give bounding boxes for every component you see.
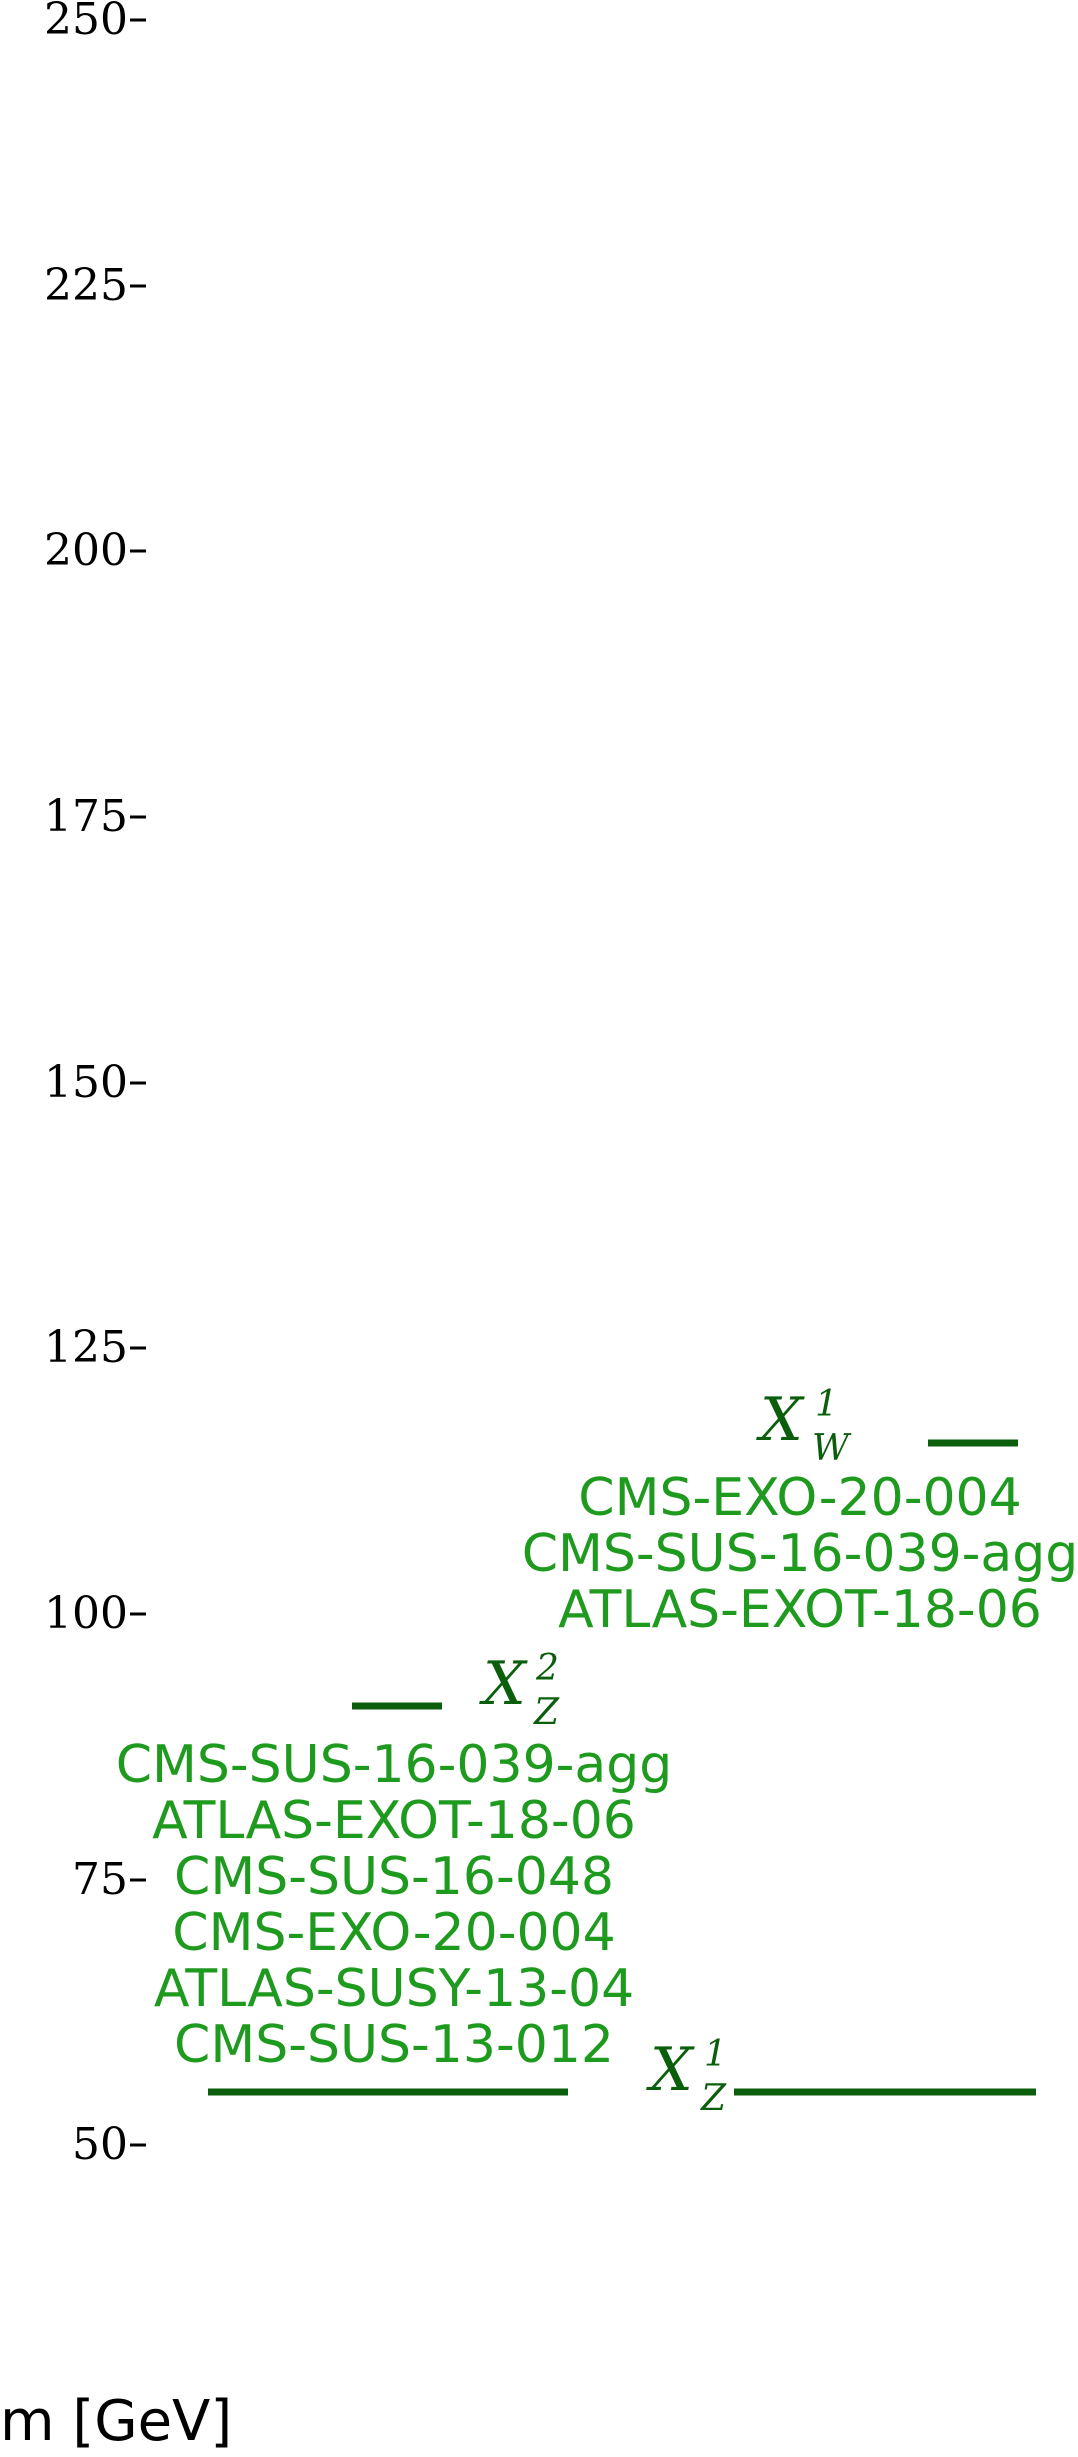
tick-label-75: 75 — [72, 1854, 128, 1905]
tick-label-50: 50 — [72, 2119, 128, 2170]
level-xz2: X 2 Z CMS-SUS-16-039-agg ATLAS-EXOT-18-0… — [116, 1648, 673, 2075]
particle-symbol: X — [756, 1385, 805, 1455]
tick-label-225: 225 — [44, 260, 128, 311]
particle-symbol: X — [646, 2035, 695, 2105]
particle-symbol: X — [479, 1649, 528, 1719]
level-xz1: X 1 Z — [208, 2034, 1036, 2119]
analysis-label: CMS-SUS-13-012 — [174, 2015, 614, 2075]
particle-subscript: Z — [533, 1692, 560, 1733]
analysis-label: CMS-SUS-16-039-agg — [116, 1735, 673, 1795]
particle-subscript: W — [812, 1428, 852, 1469]
particle-superscript: 2 — [535, 1648, 559, 1689]
tick-label-175: 175 — [44, 791, 128, 842]
particle-label-xw1: X 1 W — [756, 1384, 852, 1469]
axis-title: m [GeV] — [0, 2389, 232, 2454]
tick-label-100: 100 — [44, 1588, 128, 1639]
particle-label-xz2: X 2 Z — [479, 1648, 560, 1733]
axis-ticks: 250 225 200 175 150 125 100 75 50 — [44, 0, 146, 2170]
tick-label-150: 150 — [44, 1057, 128, 1108]
tick-label-125: 125 — [44, 1322, 128, 1373]
analysis-label: ATLAS-EXOT-18-06 — [558, 1580, 1042, 1640]
tick-label-200: 200 — [44, 525, 128, 576]
analysis-label: ATLAS-SUSY-13-04 — [154, 1959, 634, 2019]
analysis-label: CMS-SUS-16-048 — [174, 1847, 614, 1907]
analysis-label: CMS-EXO-20-004 — [578, 1468, 1021, 1528]
level-xw1: X 1 W CMS-EXO-20-004 CMS-SUS-16-039-agg … — [522, 1384, 1078, 1640]
analysis-label: CMS-EXO-20-004 — [172, 1903, 615, 1963]
tick-label-250: 250 — [44, 0, 128, 45]
analysis-label: ATLAS-EXOT-18-06 — [152, 1791, 636, 1851]
particle-superscript: 1 — [704, 2034, 727, 2075]
particle-label-xz1: X 1 Z — [646, 2034, 727, 2119]
particle-subscript: Z — [700, 2078, 727, 2119]
particle-superscript: 1 — [815, 1384, 838, 1425]
analysis-label: CMS-SUS-16-039-agg — [522, 1524, 1078, 1584]
